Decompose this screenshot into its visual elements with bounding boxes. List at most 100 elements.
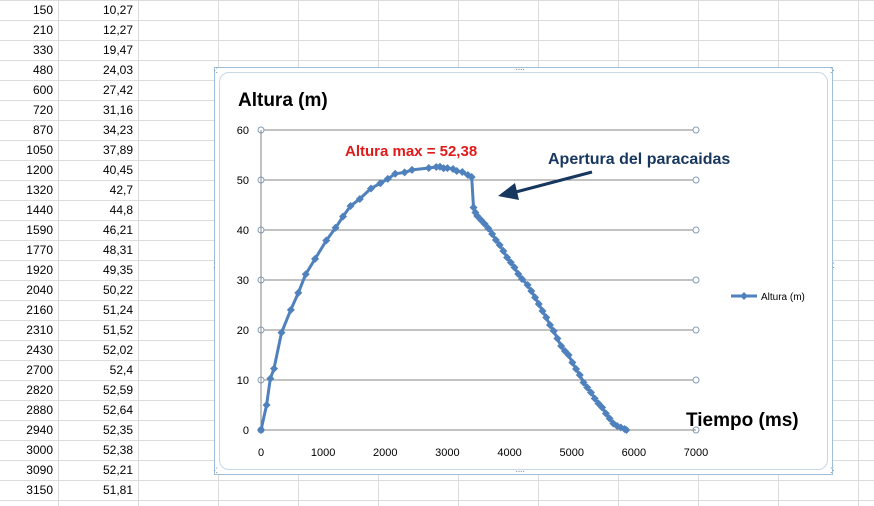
cell-a-2[interactable]: 210 [32,23,53,37]
x-tick-label: 3000 [435,447,459,459]
data-point [286,305,295,314]
data-point [339,212,348,221]
grid-marker-right-50 [692,176,700,184]
data-point [266,374,275,383]
data-point [480,220,489,228]
cell-a-9[interactable]: 1200 [26,163,53,177]
data-point [527,287,536,295]
x-tick-label: 1000 [311,447,335,459]
cell-a-15[interactable]: 2040 [26,283,53,297]
resize-handle-right[interactable]: : [832,260,835,271]
cell-a-19[interactable]: 2700 [26,363,53,377]
cell-a-10[interactable]: 1320 [26,183,53,197]
data-point [294,288,303,297]
cell-b-3[interactable]: 19,47 [102,43,133,57]
resize-handle-bottom-left[interactable]: ·: [213,465,218,476]
cell-b-21[interactable]: 52,64 [102,403,133,417]
data-point [518,275,526,283]
cell-a-17[interactable]: 2310 [26,323,53,337]
cell-a-24[interactable]: 3090 [26,463,53,477]
cell-b-14[interactable]: 49,35 [102,263,133,277]
cell-a-11[interactable]: 1440 [26,203,53,217]
cell-b-1[interactable]: 10,27 [102,3,133,17]
cell-a-14[interactable]: 1920 [26,263,53,277]
cell-b-4[interactable]: 24,03 [102,63,133,77]
cell-a-8[interactable]: 1050 [26,143,53,157]
cell-b-17[interactable]: 51,52 [102,323,133,337]
legend-marker [740,292,748,300]
cell-b-13[interactable]: 48,31 [102,243,133,257]
cell-a-3[interactable]: 330 [32,43,53,57]
resize-handle-top-left[interactable]: ·: [213,65,218,76]
data-point [613,422,622,430]
cell-b-7[interactable]: 34,23 [102,123,133,137]
data-point [257,426,265,434]
resize-handle-bottom-right[interactable]: :· [829,465,835,476]
column-b[interactable]: 10,27 12,27 19,47 24,03 27,42 31,16 34,23 37,89… [58,0,136,500]
cell-b-5[interactable]: 27,42 [102,83,133,97]
cell-a-7[interactable]: 870 [32,123,53,137]
x-axis-title: Tiempo (ms) [686,410,799,431]
chart-area[interactable]: 0 10 20 30 40 50 60 0 1000 2000 3000 4000 5000 6000 70… [219,72,828,470]
cell-b-6[interactable]: 31,16 [102,103,133,117]
cell-a-23[interactable]: 3000 [26,443,53,457]
data-point [452,166,461,175]
cell-b-24[interactable]: 52,21 [102,463,133,477]
cell-a-22[interactable]: 2940 [26,423,53,437]
cell-b-18[interactable]: 52,02 [102,343,133,357]
data-point [523,281,532,289]
cell-b-25[interactable]: 51,81 [102,483,133,497]
data-point [510,263,519,272]
cell-a-20[interactable]: 2820 [26,383,53,397]
cell-b-20[interactable]: 52,59 [102,383,133,397]
cell-a-6[interactable]: 720 [32,103,53,117]
cell-a-25[interactable]: 3150 [26,483,53,497]
cell-b-19[interactable]: 52,4 [109,363,133,377]
data-point [443,164,452,173]
x-tick-label: 5000 [559,447,583,459]
y-tick-label: 0 [243,425,249,437]
cell-b-2[interactable]: 12,27 [102,23,133,37]
cell-a-16[interactable]: 2160 [26,303,53,317]
resize-handle-left[interactable]: : [213,260,216,271]
column-a[interactable]: 150 210 330 480 600 720 870 1050 1200 1320 1440 159… [0,0,56,500]
resize-handle-bottom[interactable]: ···· [515,466,525,477]
cell-b-11[interactable]: 44,8 [109,203,133,217]
data-point [557,342,566,350]
y-tick-label: 20 [237,325,249,337]
cell-b-12[interactable]: 46,21 [102,223,133,237]
data-point [408,165,417,174]
cell-a-5[interactable]: 600 [32,83,53,97]
data-point [277,328,286,337]
cell-b-22[interactable]: 52,35 [102,423,133,437]
cell-b-8[interactable]: 37,89 [102,143,133,157]
chart-svg: 0 10 20 30 40 50 60 0 1000 2000 3000 4000 5000 6000 70… [237,90,805,459]
cell-a-1[interactable]: 150 [32,3,53,17]
cell-b-16[interactable]: 51,24 [102,303,133,317]
resize-handle-top[interactable]: ···· [515,64,525,75]
cell-a-12[interactable]: 1590 [26,223,53,237]
data-point [495,241,504,249]
cell-b-9[interactable]: 40,45 [102,163,133,177]
cell-a-18[interactable]: 2430 [26,343,53,357]
cell-b-10[interactable]: 42,7 [109,183,133,197]
cell-a-13[interactable]: 1770 [26,243,53,257]
data-point [346,202,355,210]
cell-b-15[interactable]: 50,22 [102,283,133,297]
chart-object[interactable]: 0 10 20 30 40 50 60 0 1000 2000 3000 4000 5000 6000 70… [213,64,835,477]
data-point [506,258,515,267]
cell-a-21[interactable]: 2880 [26,403,53,417]
x-tick-label: 6000 [622,447,646,459]
annotation-altura-max: Altura max = 52,38 [345,143,477,160]
data-point [366,184,375,193]
data-point [467,173,476,181]
grid-marker-right-10 [692,376,700,384]
x-tick-label: 0 [258,447,264,459]
cell-b-23[interactable]: 52,38 [102,443,133,457]
resize-handle-top-right[interactable]: :· [829,65,835,76]
cell-a-4[interactable]: 480 [32,63,53,77]
data-point [355,194,364,203]
series-line-altura [259,165,628,432]
data-point [514,270,523,278]
data-point [549,327,558,335]
